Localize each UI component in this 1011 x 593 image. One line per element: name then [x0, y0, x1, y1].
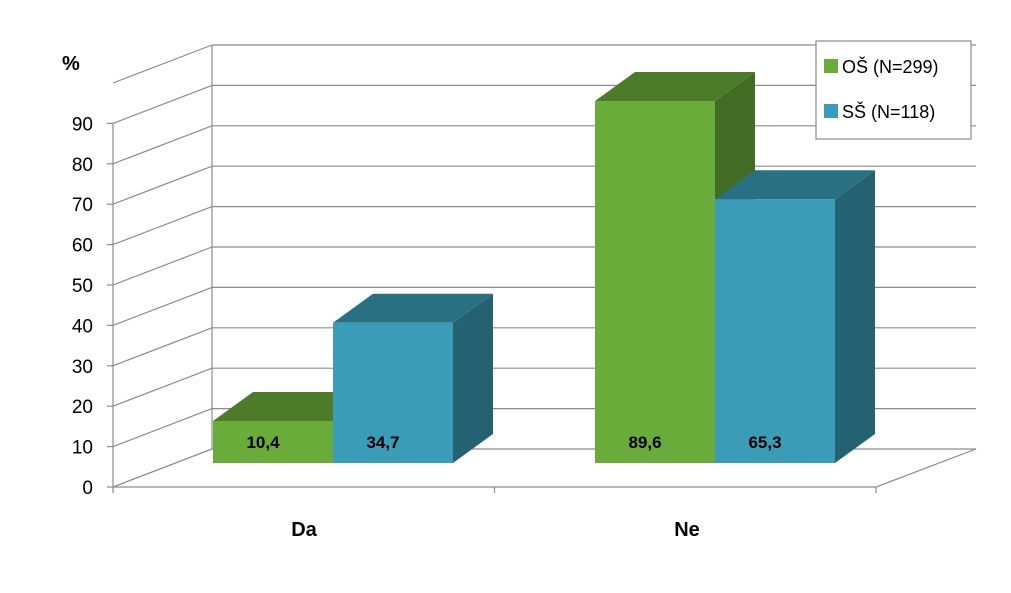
y-tick-label: 60	[72, 236, 93, 257]
y-tick-label: 10	[72, 438, 93, 459]
gridline-side	[112, 44, 213, 84]
bar-front	[715, 199, 835, 464]
y-tick-label: 20	[72, 397, 93, 418]
data-label: 34,7	[366, 433, 399, 452]
bars	[213, 72, 875, 464]
bar-side	[835, 170, 875, 464]
gridline-side	[112, 125, 213, 165]
x-category-label: Da	[291, 519, 317, 541]
y-axis: 0 10 20 30 40 50 60 70 80 90	[72, 114, 877, 499]
legend-label: SŠ (N=118)	[842, 101, 935, 122]
gridline-side	[112, 206, 213, 246]
bar-top	[715, 170, 875, 200]
legend-swatch	[824, 59, 838, 73]
legend-swatch	[824, 104, 838, 118]
bar-da-series-1	[333, 293, 493, 463]
bar-ne-series-1	[715, 170, 875, 464]
gridline-side	[112, 327, 213, 367]
data-label: 65,3	[748, 433, 781, 452]
bar-side	[453, 293, 493, 463]
y-axis-title: %	[62, 53, 80, 75]
gridline-side	[112, 165, 213, 205]
bar-front	[333, 322, 453, 463]
gridline-side	[112, 84, 213, 124]
gridline-side	[112, 246, 213, 286]
gridline-side	[112, 408, 213, 448]
bar-front	[595, 101, 715, 464]
gridline-side	[112, 448, 213, 488]
y-tick-label: 0	[82, 478, 93, 499]
legend-label: OŠ (N=299)	[842, 56, 939, 77]
data-label: 89,6	[628, 433, 661, 452]
bar-top	[595, 72, 755, 102]
y-tick-label: 90	[72, 114, 93, 135]
y-tick-label: 30	[72, 357, 93, 378]
y-tick-label: 70	[72, 195, 93, 216]
gridline-side	[112, 286, 213, 326]
y-tick-label: 50	[72, 276, 93, 297]
data-label: 10,4	[246, 433, 280, 452]
gridline-side	[112, 367, 213, 407]
bar-front	[213, 420, 333, 463]
y-tick-label: 80	[72, 155, 93, 176]
x-axis-labels: Da Ne	[291, 519, 700, 541]
x-category-label: Ne	[674, 519, 700, 541]
bar-top	[333, 293, 493, 323]
legend-box	[815, 40, 972, 140]
legend: OŠ (N=299) SŠ (N=118)	[815, 40, 972, 140]
data-labels: 10,4 34,7 89,6 65,3	[246, 433, 781, 452]
y-tick-label: 40	[72, 316, 93, 337]
